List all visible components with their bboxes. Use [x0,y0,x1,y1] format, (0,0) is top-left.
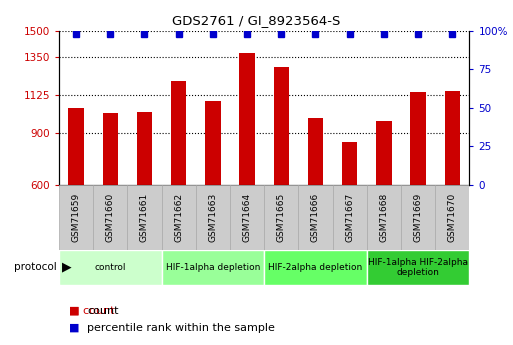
Text: GSM71667: GSM71667 [345,193,354,242]
Text: control: control [94,263,126,272]
Text: count: count [87,306,119,315]
Text: HIF-1alpha HIF-2alpha
depletion: HIF-1alpha HIF-2alpha depletion [368,258,468,277]
Text: GSM71660: GSM71660 [106,193,115,242]
Text: GSM71662: GSM71662 [174,193,183,242]
Bar [435,185,469,250]
Text: percentile rank within the sample: percentile rank within the sample [87,323,275,333]
Text: ▶: ▶ [62,261,71,274]
Bar [68,108,84,185]
Text: HIF-1alpha depletion: HIF-1alpha depletion [166,263,260,272]
Text: GSM71663: GSM71663 [208,193,218,242]
Bar [376,121,391,185]
Text: GSM71664: GSM71664 [243,193,251,242]
Text: ■: ■ [69,306,80,315]
Text: GSM71670: GSM71670 [448,193,457,242]
Bar [367,185,401,250]
Text: ■: ■ [69,323,80,333]
Bar [230,185,264,250]
Bar [162,185,196,250]
Text: HIF-2alpha depletion: HIF-2alpha depletion [268,263,363,272]
Bar [308,118,323,185]
Bar [401,185,435,250]
Bar [410,92,426,185]
Text: GDS2761 / GI_8923564-S: GDS2761 / GI_8923564-S [172,14,341,27]
Bar [273,67,289,185]
Bar [196,185,230,250]
Bar [103,113,118,185]
Bar [332,185,367,250]
Bar [264,250,367,285]
Bar [93,185,127,250]
Text: GSM71665: GSM71665 [277,193,286,242]
Text: GSM71666: GSM71666 [311,193,320,242]
Bar [367,250,469,285]
Text: GSM71661: GSM71661 [140,193,149,242]
Bar [171,80,186,185]
Bar [162,250,264,285]
Bar [59,250,162,285]
Text: protocol: protocol [14,263,56,272]
Text: GSM71668: GSM71668 [380,193,388,242]
Bar [299,185,332,250]
Bar [137,112,152,185]
Bar [445,91,460,185]
Bar [205,101,221,185]
Bar [59,185,93,250]
Text: ■ count: ■ count [69,306,115,315]
Text: GSM71659: GSM71659 [72,193,81,242]
Bar [240,53,255,185]
Text: GSM71669: GSM71669 [413,193,423,242]
Bar [127,185,162,250]
Bar [264,185,299,250]
Bar [342,142,358,185]
